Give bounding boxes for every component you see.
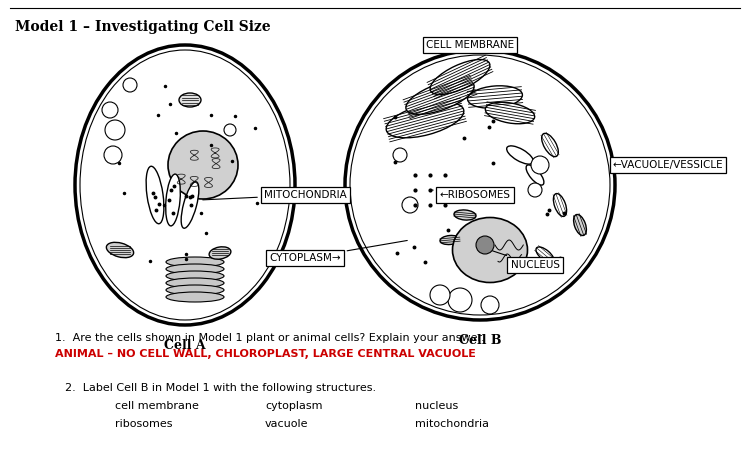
Ellipse shape <box>536 247 554 263</box>
Ellipse shape <box>542 133 558 157</box>
Circle shape <box>528 183 542 197</box>
Ellipse shape <box>209 247 231 259</box>
Ellipse shape <box>168 131 238 199</box>
Text: Model 1 – Investigating Cell Size: Model 1 – Investigating Cell Size <box>15 20 271 34</box>
Text: nucleus: nucleus <box>415 401 458 411</box>
Ellipse shape <box>574 215 586 235</box>
Circle shape <box>393 148 407 162</box>
Ellipse shape <box>554 194 566 216</box>
Text: vacuole: vacuole <box>265 419 308 429</box>
Ellipse shape <box>386 102 464 138</box>
Ellipse shape <box>166 257 224 267</box>
Ellipse shape <box>166 278 224 288</box>
Circle shape <box>224 124 236 136</box>
Circle shape <box>102 102 118 118</box>
Ellipse shape <box>75 45 295 325</box>
Text: ←VACUOLE/VESSICLE: ←VACUOLE/VESSICLE <box>613 160 723 170</box>
Text: cytoplasm: cytoplasm <box>265 401 322 411</box>
Ellipse shape <box>166 285 224 295</box>
Ellipse shape <box>166 292 224 302</box>
Circle shape <box>481 296 499 314</box>
Circle shape <box>104 146 122 164</box>
Text: Cell B: Cell B <box>459 334 501 347</box>
Circle shape <box>123 78 137 92</box>
Text: mitochondria: mitochondria <box>415 419 489 429</box>
Ellipse shape <box>406 80 474 114</box>
Ellipse shape <box>146 166 164 224</box>
Ellipse shape <box>452 217 527 283</box>
Ellipse shape <box>166 271 224 281</box>
Ellipse shape <box>166 174 180 226</box>
Text: ←RIBOSOMES: ←RIBOSOMES <box>432 190 511 200</box>
Text: NUCLEUS: NUCLEUS <box>493 251 560 270</box>
Text: ANIMAL – NO CELL WALL, CHLOROPLAST, LARGE CENTRAL VACUOLE: ANIMAL – NO CELL WALL, CHLOROPLAST, LARG… <box>55 349 476 359</box>
Circle shape <box>430 285 450 305</box>
Ellipse shape <box>526 165 544 185</box>
Ellipse shape <box>106 243 134 258</box>
Text: ribosomes: ribosomes <box>115 419 172 429</box>
Text: CYTOPLASM→: CYTOPLASM→ <box>269 240 407 263</box>
Ellipse shape <box>430 59 490 94</box>
Ellipse shape <box>467 86 523 108</box>
Text: 1.  Are the cells shown in Model 1 plant or animal cells? Explain your answer.: 1. Are the cells shown in Model 1 plant … <box>55 333 485 343</box>
Text: MITOCHONDRIA: MITOCHONDRIA <box>202 190 346 200</box>
Circle shape <box>402 197 418 213</box>
Circle shape <box>448 288 472 312</box>
Ellipse shape <box>179 93 201 107</box>
Ellipse shape <box>454 210 476 220</box>
Text: cell membrane: cell membrane <box>115 401 199 411</box>
Text: Cell A: Cell A <box>164 339 206 352</box>
Ellipse shape <box>485 102 535 124</box>
Circle shape <box>345 50 615 320</box>
Circle shape <box>476 236 494 254</box>
Circle shape <box>105 120 125 140</box>
Circle shape <box>531 156 549 174</box>
Ellipse shape <box>507 146 533 164</box>
Text: CELL MEMBRANE: CELL MEMBRANE <box>426 40 514 51</box>
Ellipse shape <box>182 182 199 228</box>
Ellipse shape <box>166 264 224 274</box>
Text: 2.  Label Cell B in Model 1 with the following structures.: 2. Label Cell B in Model 1 with the foll… <box>65 383 376 393</box>
Ellipse shape <box>440 235 460 244</box>
